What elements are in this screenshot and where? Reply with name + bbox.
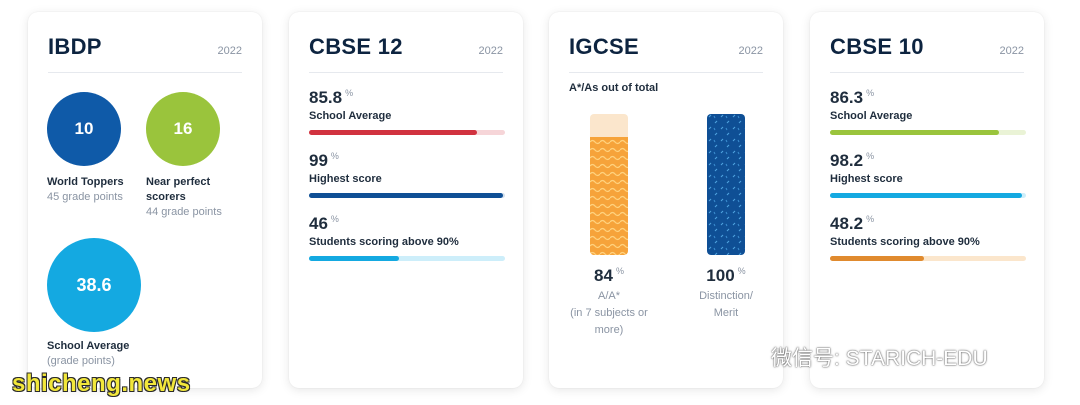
cbse12-header: CBSE 12 2022 xyxy=(309,34,503,73)
cbse10-metric-school-average: 86.3% School Average xyxy=(830,88,1026,135)
igcse-a-caption-line2: (in 7 subjects or xyxy=(570,307,648,319)
cbse12-highest-score-label: Highest score xyxy=(309,173,382,185)
cbse12-above-90-label: Students scoring above 90% xyxy=(309,236,459,248)
cbse10-school-average-bar xyxy=(830,130,1026,135)
school-average-sub: (grade points) xyxy=(47,355,115,367)
cbse10-header: CBSE 10 2022 xyxy=(830,34,1024,73)
school-average-value: 38.6 xyxy=(76,274,112,295)
school-average-circle: 38.6 xyxy=(47,238,141,332)
cbse10-above-90-value: 48.2 xyxy=(830,214,864,233)
near-perfect-value: 16 xyxy=(173,119,193,138)
world-toppers-sub: 45 grade points xyxy=(47,191,123,203)
cbse10-above-90-label: Students scoring above 90% xyxy=(830,236,980,248)
cbse10-metric-above-90: 48.2% Students scoring above 90% xyxy=(830,214,1026,261)
near-perfect-circle: 16 xyxy=(146,92,220,166)
igcse-a-caption-line1: A/A* xyxy=(597,290,620,302)
igcse-distinction-value: 100 xyxy=(706,266,735,285)
wechat-id-text: 微信号: STARICH-EDU xyxy=(771,347,988,370)
world-toppers-circle: 10 xyxy=(47,92,121,166)
igcse-distinction-caption-line2: Merit xyxy=(713,307,739,319)
percent-sign: % xyxy=(866,214,875,224)
igcse-a-value: 84 xyxy=(594,266,613,285)
world-toppers-label: World Toppers xyxy=(47,176,124,188)
ibdp-year: 2022 xyxy=(217,45,242,57)
igcse-distinction-tube xyxy=(707,114,745,255)
cbse10-school-average-value: 86.3 xyxy=(830,88,864,107)
bar-fill xyxy=(830,130,1000,135)
cbse12-highest-score-value: 99 xyxy=(309,151,328,170)
cbse12-metric-school-average: 85.8% School Average xyxy=(309,88,505,135)
cbse12-highest-score-bar xyxy=(309,193,505,198)
cbse10-card: CBSE 10 2022 86.3% School Average 98.2% … xyxy=(810,12,1044,388)
igcse-a-value-row: 84% xyxy=(569,266,649,286)
near-perfect-sub: 44 grade points xyxy=(146,206,222,218)
cbse12-title: CBSE 12 xyxy=(309,34,403,59)
igcse-a-tube xyxy=(590,114,628,255)
cbse10-year: 2022 xyxy=(999,45,1024,57)
percent-sign: % xyxy=(330,214,339,224)
igcse-distinction-tube-graphic xyxy=(707,114,745,255)
igcse-subtitle: A*/As out of total xyxy=(569,82,659,94)
cbse12-metric-above-90: 46% Students scoring above 90% xyxy=(309,214,505,261)
bar-fill xyxy=(309,130,478,135)
igcse-a-caption-line3: more) xyxy=(594,324,624,336)
igcse-year: 2022 xyxy=(738,45,763,57)
near-perfect-label-1: Near perfect xyxy=(146,176,211,188)
ibdp-header: IBDP 2022 xyxy=(48,34,242,73)
igcse-card: IGCSE 2022 A*/As out of total xyxy=(549,12,783,388)
igcse-distinction-caption: Distinction/ Merit xyxy=(666,288,786,322)
igcse-a-caption: A/A* (in 7 subjects or more) xyxy=(549,288,669,339)
igcse-header: IGCSE 2022 xyxy=(569,34,763,73)
cbse10-highest-score-bar xyxy=(830,193,1026,198)
bar-fill xyxy=(309,256,400,261)
bar-fill xyxy=(830,193,1023,198)
ibdp-card: IBDP 2022 10 World Toppers 45 grade poin… xyxy=(28,12,262,388)
cbse12-year: 2022 xyxy=(478,45,503,57)
wechat-icon xyxy=(735,346,764,368)
ibdp-title: IBDP xyxy=(48,34,102,59)
percent-sign: % xyxy=(330,151,339,161)
cbse12-above-90-bar xyxy=(309,256,505,261)
percent-sign: % xyxy=(737,266,746,276)
igcse-distinction-value-row: 100% xyxy=(686,266,766,286)
cbse10-school-average-label: School Average xyxy=(830,110,913,122)
cbse12-metric-highest-score: 99% Highest score xyxy=(309,151,505,198)
site-watermark: shicheng.news xyxy=(12,370,191,397)
cbse12-above-90-value: 46 xyxy=(309,214,328,233)
cbse12-card: CBSE 12 2022 85.8% School Average 99% Hi… xyxy=(289,12,523,388)
igcse-title: IGCSE xyxy=(569,34,639,59)
cbse12-school-average-bar xyxy=(309,130,505,135)
igcse-a-tube-graphic xyxy=(590,114,628,255)
bar-fill xyxy=(309,193,504,198)
percent-sign: % xyxy=(345,88,354,98)
bar-fill xyxy=(830,256,925,261)
cbse10-highest-score-value: 98.2 xyxy=(830,151,864,170)
cbse10-highest-score-label: Highest score xyxy=(830,173,903,185)
cbse10-above-90-bar xyxy=(830,256,1026,261)
cbse12-school-average-label: School Average xyxy=(309,110,392,122)
school-average-label: School Average xyxy=(47,340,130,352)
percent-sign: % xyxy=(615,266,624,276)
cbse10-metric-highest-score: 98.2% Highest score xyxy=(830,151,1026,198)
igcse-distinction-caption-line1: Distinction/ xyxy=(699,290,753,302)
wechat-watermark: 微信号: STARICH-EDU xyxy=(735,342,988,372)
cbse12-school-average-value: 85.8 xyxy=(309,88,343,107)
near-perfect-label-2: scorers xyxy=(146,191,186,203)
percent-sign: % xyxy=(866,151,875,161)
percent-sign: % xyxy=(866,88,875,98)
world-toppers-value: 10 xyxy=(74,119,94,138)
cbse10-title: CBSE 10 xyxy=(830,34,924,59)
